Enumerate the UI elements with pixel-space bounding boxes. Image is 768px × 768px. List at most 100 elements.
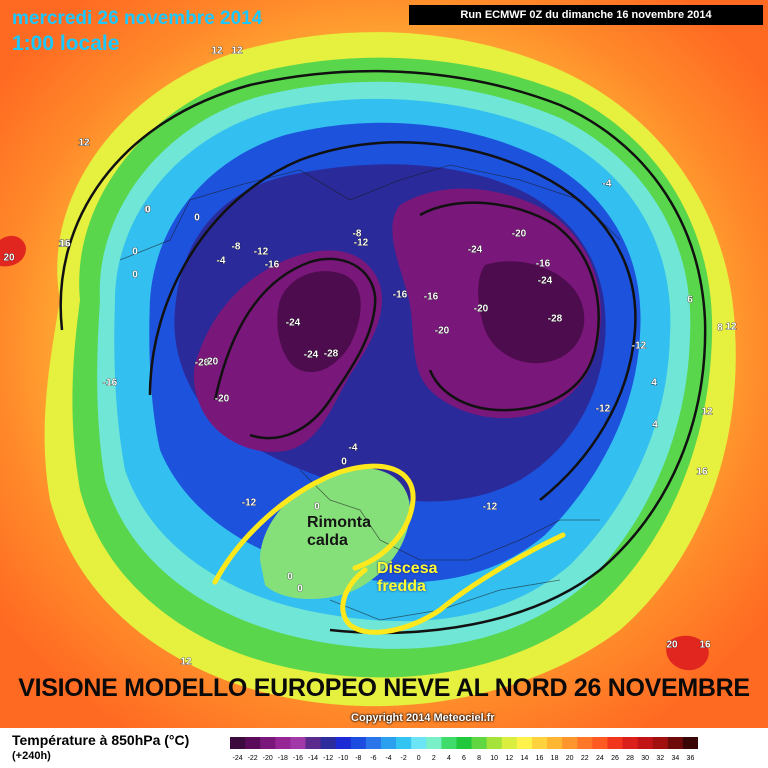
- isotherm-label: 12: [231, 46, 243, 57]
- scale-tick-label: 34: [671, 755, 679, 762]
- scale-tick-label: 30: [641, 755, 649, 762]
- scale-tick-label: -10: [338, 755, 348, 762]
- band-deep-purple-2: [478, 261, 585, 364]
- cold-annotation-line-1: Discesa: [377, 560, 438, 577]
- scale-swatch: [411, 737, 427, 749]
- scale-swatch: [516, 737, 533, 749]
- copyright: Copyright 2014 Meteociel.fr: [351, 712, 495, 724]
- scale-swatch: [441, 737, 457, 749]
- isotherm-label: 16: [58, 239, 70, 250]
- isotherm-label: -28: [324, 349, 339, 360]
- warm-annotation-line-2: calda: [307, 532, 348, 549]
- scale-swatch: [290, 737, 306, 749]
- scale-tick-label: -24: [232, 755, 242, 762]
- scale-tick-label: -8: [355, 755, 361, 762]
- scale-tick-label: 0: [417, 755, 421, 762]
- isotherm-label: 16: [696, 467, 708, 478]
- color-scale: -24 -22 -20 -18 -16 -14 -12 -10 -8 -6 -4 -2 0 2 4 6 8 10 1…: [230, 737, 698, 762]
- isotherm-label: -16: [393, 290, 408, 301]
- isotherm-label: 0: [132, 247, 138, 258]
- isotherm-label: 4: [651, 378, 657, 389]
- scale-tick-label: 14: [520, 755, 528, 762]
- scale-swatch: [682, 737, 698, 749]
- scale-swatch: [426, 737, 442, 749]
- scale-swatch: [305, 737, 322, 749]
- scale-swatch: [652, 737, 669, 749]
- warm-tongue: [260, 467, 410, 600]
- scale-tick-label: 32: [656, 755, 664, 762]
- scale-tick-label: 12: [505, 755, 513, 762]
- scale-tick-label: 10: [490, 755, 498, 762]
- isotherm-label: 8: [717, 323, 723, 334]
- scale-swatch: [365, 737, 382, 749]
- scale-swatch: [637, 737, 654, 749]
- scale-tick-label: -16: [293, 755, 303, 762]
- scale-swatch: [335, 737, 352, 749]
- scale-tick-label: 18: [551, 755, 559, 762]
- scale-tick-label: 20: [566, 755, 574, 762]
- isotherm-label: -20: [512, 229, 527, 240]
- hot-spot-east: [666, 635, 709, 671]
- isotherm-label: -20: [204, 357, 219, 368]
- cold-annotation-line-2: fredda: [377, 578, 426, 595]
- scale-tick-label: -20: [263, 755, 273, 762]
- isotherm-label: 0: [144, 205, 150, 216]
- scale-tick-label: 4: [447, 755, 451, 762]
- isotherm-label: -24: [538, 276, 553, 287]
- isotherm-label: 16: [59, 239, 71, 250]
- isotherm-label: -4: [217, 256, 226, 267]
- isotherm-label: 12: [211, 46, 223, 57]
- isotherm-label: -12: [596, 404, 611, 415]
- scale-tick-label: 6: [462, 755, 466, 762]
- isotherm-label: 0: [297, 584, 303, 595]
- isotherm-label: -28: [548, 314, 563, 325]
- scale-tick-label: 24: [596, 755, 604, 762]
- scale-tick-label: 16: [536, 755, 544, 762]
- scale-swatch: [577, 737, 593, 749]
- scale-tick-label: 2: [432, 755, 436, 762]
- isotherm-label: -24: [468, 245, 483, 256]
- warm-annotation: Rimonta calda: [307, 514, 371, 550]
- band-deep-purple: [277, 271, 361, 373]
- scale-swatch: [471, 737, 488, 749]
- isotherm-label: -8: [232, 242, 241, 253]
- warm-annotation-line-1: Rimonta: [307, 514, 371, 531]
- cold-advection-outline: [340, 532, 566, 635]
- isotherm-label: 12: [701, 407, 713, 418]
- isotherm-label: 12: [180, 657, 192, 668]
- isotherm-label: 0: [287, 572, 293, 583]
- scale-swatch: [260, 737, 276, 749]
- isotherm-label: -8: [353, 229, 362, 240]
- isotherm-label: -4: [603, 179, 612, 190]
- scale-swatch: [531, 737, 548, 749]
- isotherm-label: -20: [215, 394, 230, 405]
- scale-tick-label: -14: [308, 755, 318, 762]
- scale-swatch: [592, 737, 608, 749]
- scale-tick-label: 22: [581, 755, 589, 762]
- isotherm-label: 12: [78, 138, 90, 149]
- isotherm-label: 4: [652, 420, 658, 431]
- scale-swatch: [486, 737, 503, 749]
- contour-minus-20-east: [419, 201, 600, 412]
- hot-spot-west: [0, 235, 26, 267]
- scale-swatch: [275, 737, 291, 749]
- scale-swatch: [245, 737, 261, 749]
- scale-tick-label: -12: [323, 755, 333, 762]
- isotherm-label: 0: [145, 205, 151, 216]
- scale-swatch: [667, 737, 684, 749]
- scale-swatch: [456, 737, 473, 749]
- isotherm-label: -16: [103, 378, 118, 389]
- isotherm-label: 20: [666, 640, 678, 651]
- scale-tick-label: 8: [477, 755, 481, 762]
- isotherm-label: -24: [304, 350, 319, 361]
- isotherm-label: 12: [78, 138, 90, 149]
- scale-swatch: [320, 737, 337, 749]
- model-run-banner: Run ECMWF 0Z du dimanche 16 novembre 201…: [409, 5, 763, 25]
- scale-tick-label: 26: [611, 755, 619, 762]
- isotherm-label: -20: [195, 358, 210, 369]
- isotherm-label: -12: [632, 341, 647, 352]
- scale-swatch: [501, 737, 518, 749]
- isotherm-label: -12: [354, 238, 369, 249]
